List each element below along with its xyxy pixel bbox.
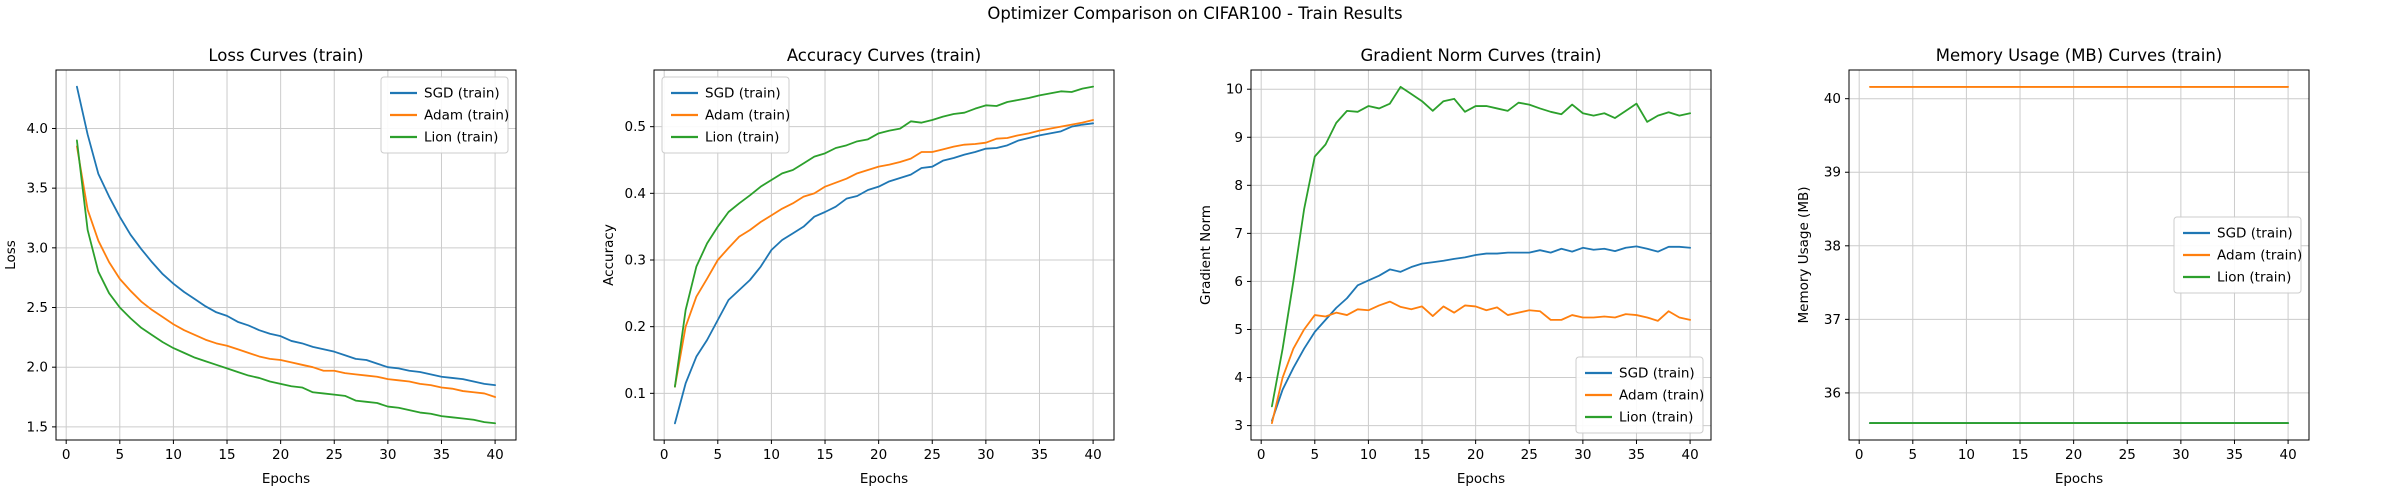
svg-text:SGD (train): SGD (train) [424, 86, 500, 102]
svg-text:40: 40 [1084, 447, 1101, 463]
svg-text:0: 0 [1854, 447, 1863, 463]
svg-text:Gradient Norm: Gradient Norm [1198, 205, 1214, 305]
svg-text:3.0: 3.0 [27, 240, 48, 256]
svg-text:35: 35 [1628, 447, 1645, 463]
svg-text:20: 20 [2065, 447, 2082, 463]
svg-text:5: 5 [713, 447, 722, 463]
svg-text:Epochs: Epochs [1457, 471, 1505, 487]
svg-text:0.1: 0.1 [624, 386, 645, 402]
svg-text:Epochs: Epochs [2054, 471, 2102, 487]
svg-text:20: 20 [1467, 447, 1484, 463]
svg-text:Epochs: Epochs [262, 471, 310, 487]
svg-text:39: 39 [1823, 165, 1840, 181]
svg-text:0: 0 [62, 447, 71, 463]
svg-text:15: 15 [2011, 447, 2028, 463]
svg-text:Adam (train): Adam (train) [424, 108, 509, 124]
svg-text:8: 8 [1234, 178, 1243, 194]
svg-text:Accuracy Curves (train): Accuracy Curves (train) [786, 46, 980, 65]
svg-text:Loss Curves (train): Loss Curves (train) [208, 46, 363, 65]
svg-text:0.3: 0.3 [624, 253, 645, 269]
svg-text:Lion (train): Lion (train) [2217, 270, 2291, 286]
svg-text:4.0: 4.0 [27, 121, 48, 137]
svg-text:35: 35 [1030, 447, 1047, 463]
svg-text:10: 10 [1226, 82, 1243, 98]
svg-text:Adam (train): Adam (train) [1619, 388, 1704, 404]
svg-text:Adam (train): Adam (train) [2217, 248, 2302, 264]
svg-text:35: 35 [2225, 447, 2242, 463]
loss-chart-panel: 0 5 10 15 20 25 30 35 40 1.5 2.0 2.5 3.0 3.5 4.0 Epochs… [0, 0, 598, 495]
svg-text:40: 40 [1681, 447, 1698, 463]
svg-text:Memory Usage (MB): Memory Usage (MB) [1796, 187, 1812, 324]
gradient-norm-chart-panel: 0 5 10 15 20 25 30 35 40 3 4 5 6 7 8 9 10 Epochs Gradient … [1195, 0, 1793, 495]
svg-text:10: 10 [762, 447, 779, 463]
svg-text:2.0: 2.0 [27, 360, 48, 376]
svg-text:3: 3 [1234, 418, 1243, 434]
svg-text:30: 30 [379, 447, 396, 463]
svg-text:0: 0 [1257, 447, 1266, 463]
svg-text:4: 4 [1234, 370, 1243, 386]
svg-text:36: 36 [1823, 385, 1840, 401]
svg-text:35: 35 [433, 447, 450, 463]
svg-text:15: 15 [218, 447, 235, 463]
svg-text:25: 25 [2118, 447, 2135, 463]
svg-text:7: 7 [1234, 226, 1243, 242]
svg-text:25: 25 [923, 447, 940, 463]
svg-text:Loss: Loss [3, 240, 19, 270]
loss-chart: 0 5 10 15 20 25 30 35 40 1.5 2.0 2.5 3.0 3.5 4.0 Epochs… [3, 46, 517, 487]
memory-usage-chart-panel: 0 5 10 15 20 25 30 35 40 36 37 38 39 40 Epochs Memory U… [1793, 0, 2390, 495]
gradient-norm-chart: 0 5 10 15 20 25 30 35 40 3 4 5 6 7 8 9 10 Epochs Gradient … [1198, 46, 1712, 487]
svg-text:3.5: 3.5 [27, 181, 48, 197]
svg-text:0.5: 0.5 [624, 119, 645, 135]
svg-text:9: 9 [1234, 130, 1243, 146]
svg-text:40: 40 [2279, 447, 2296, 463]
svg-text:15: 15 [816, 447, 833, 463]
memory-usage-chart: 0 5 10 15 20 25 30 35 40 36 37 38 39 40 Epochs Memory U… [1796, 46, 2309, 487]
svg-text:0: 0 [659, 447, 668, 463]
svg-text:Lion (train): Lion (train) [424, 130, 498, 146]
svg-text:2.5: 2.5 [27, 300, 48, 316]
svg-text:5: 5 [1908, 447, 1917, 463]
svg-text:20: 20 [272, 447, 289, 463]
svg-text:38: 38 [1823, 238, 1840, 254]
svg-text:0.4: 0.4 [624, 186, 645, 202]
svg-text:SGD (train): SGD (train) [2217, 226, 2293, 242]
svg-text:Gradient Norm Curves (train): Gradient Norm Curves (train) [1360, 46, 1601, 65]
svg-text:Lion (train): Lion (train) [1619, 410, 1693, 426]
svg-text:30: 30 [1574, 447, 1591, 463]
figure-title: Optimizer Comparison on CIFAR100 - Train… [987, 4, 1403, 23]
svg-text:5: 5 [1234, 322, 1243, 338]
svg-text:10: 10 [1360, 447, 1377, 463]
svg-text:20: 20 [870, 447, 887, 463]
svg-text:40: 40 [1823, 91, 1840, 107]
svg-text:30: 30 [2172, 447, 2189, 463]
svg-text:SGD (train): SGD (train) [1619, 366, 1695, 382]
svg-text:10: 10 [165, 447, 182, 463]
svg-text:Memory Usage (MB) Curves (trai: Memory Usage (MB) Curves (train) [1935, 46, 2221, 65]
svg-text:Epochs: Epochs [859, 471, 907, 487]
svg-text:5: 5 [1311, 447, 1320, 463]
accuracy-chart-panel: 0 5 10 15 20 25 30 35 40 0.1 0.2 0.3 0.4 0.5 Epochs Acc… [598, 0, 1196, 495]
accuracy-chart: 0 5 10 15 20 25 30 35 40 0.1 0.2 0.3 0.4 0.5 Epochs Acc… [601, 46, 1114, 487]
svg-text:1.5: 1.5 [27, 419, 48, 435]
svg-text:25: 25 [1521, 447, 1538, 463]
svg-text:Lion (train): Lion (train) [705, 130, 779, 146]
svg-text:0.2: 0.2 [624, 319, 645, 335]
svg-text:40: 40 [486, 447, 503, 463]
svg-text:6: 6 [1234, 274, 1243, 290]
svg-text:10: 10 [1957, 447, 1974, 463]
svg-text:5: 5 [116, 447, 125, 463]
svg-text:Adam (train): Adam (train) [705, 108, 790, 124]
svg-text:15: 15 [1413, 447, 1430, 463]
svg-text:SGD (train): SGD (train) [705, 86, 781, 102]
svg-text:30: 30 [977, 447, 994, 463]
svg-text:25: 25 [326, 447, 343, 463]
svg-text:37: 37 [1823, 312, 1840, 328]
svg-text:Accuracy: Accuracy [601, 224, 617, 286]
